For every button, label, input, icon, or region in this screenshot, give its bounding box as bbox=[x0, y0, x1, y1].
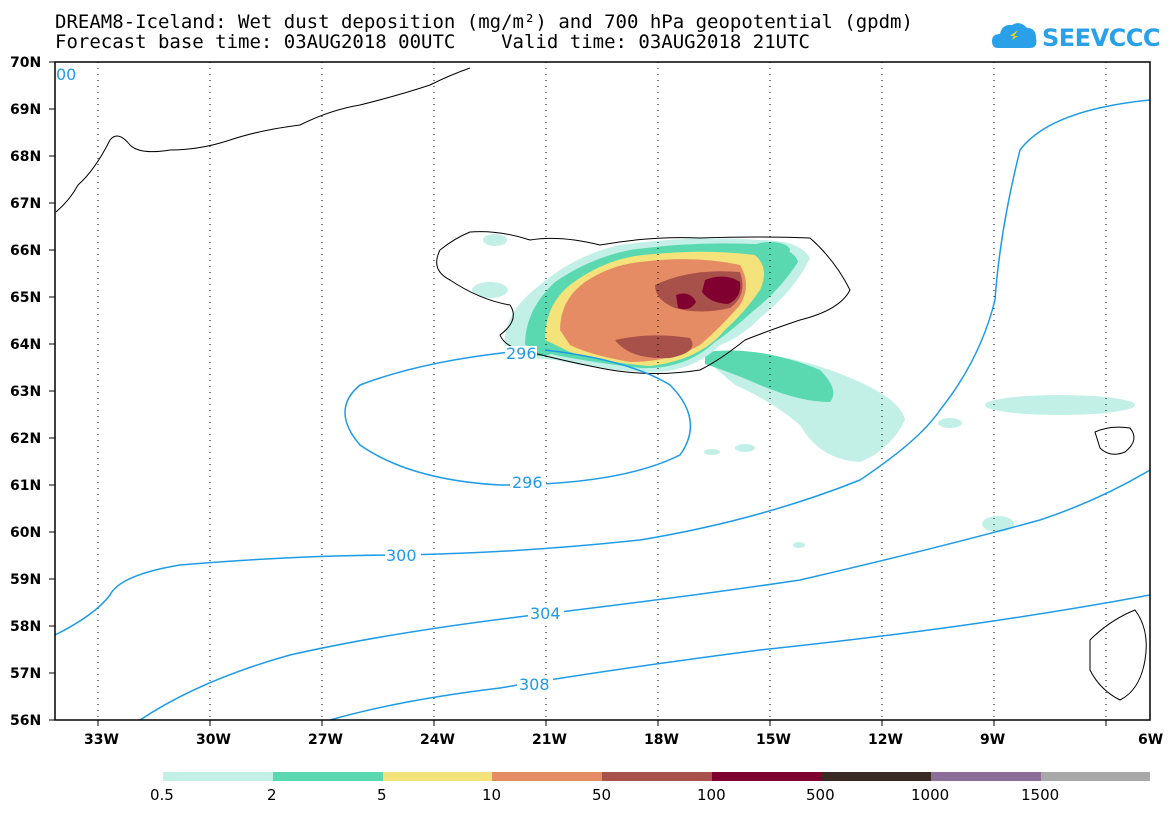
lon-label: 15W bbox=[756, 732, 791, 748]
colorbar-label: 5 bbox=[377, 786, 387, 804]
colorbar-swatch bbox=[383, 772, 492, 781]
logo-text: SEEVCCC bbox=[1042, 24, 1161, 52]
latitude-axis: 70N 69N 68N 67N 66N 65N 64N 63N 62N 61N … bbox=[10, 55, 55, 729]
svg-text:300: 300 bbox=[386, 546, 417, 565]
colorbar: 0.5 2 5 10 50 100 500 1000 1500 bbox=[150, 772, 1150, 804]
lon-label: 24W bbox=[420, 732, 455, 748]
lat-label: 63N bbox=[10, 384, 41, 400]
lon-label: 27W bbox=[308, 732, 343, 748]
lat-label: 69N bbox=[10, 102, 41, 118]
cloud-icon bbox=[992, 23, 1037, 48]
lon-label: 33W bbox=[84, 732, 119, 748]
colorbar-swatch bbox=[163, 772, 273, 781]
colorbar-label: 0.5 bbox=[150, 786, 174, 804]
forecast-times: Forecast base time: 03AUG2018 00UTC Vali… bbox=[55, 31, 810, 53]
lon-label: 30W bbox=[196, 732, 231, 748]
colorbar-label: 100 bbox=[697, 786, 726, 804]
svg-text:00: 00 bbox=[56, 65, 76, 84]
lat-label: 60N bbox=[10, 525, 41, 541]
colorbar-label: 1000 bbox=[911, 786, 949, 804]
colorbar-label: 10 bbox=[482, 786, 501, 804]
lat-label: 66N bbox=[10, 243, 41, 259]
map-title: DREAM8-Iceland: Wet dust deposition (mg/… bbox=[55, 11, 913, 33]
colorbar-label: 500 bbox=[806, 786, 835, 804]
longitude-axis: 33W 30W 27W 24W 21W 18W 15W 12W 9W 6W bbox=[84, 720, 1163, 748]
lat-label: 67N bbox=[10, 196, 41, 212]
contour-labels: 296 296 300 304 308 00 bbox=[56, 65, 564, 694]
lon-label: 18W bbox=[644, 732, 679, 748]
lon-label: 9W bbox=[980, 732, 1005, 748]
svg-text:308: 308 bbox=[519, 675, 550, 694]
lat-label: 70N bbox=[10, 55, 41, 71]
svg-text:304: 304 bbox=[530, 604, 561, 623]
seevccc-logo: SEEVCCC bbox=[990, 18, 1161, 58]
colorbar-swatch bbox=[273, 772, 383, 781]
lat-label: 56N bbox=[10, 713, 41, 729]
dust-deposition-fields bbox=[472, 234, 1135, 548]
lon-label: 12W bbox=[868, 732, 903, 748]
lon-label: 6W bbox=[1138, 732, 1163, 748]
colorbar-swatch bbox=[1041, 772, 1150, 781]
colorbar-label: 50 bbox=[592, 786, 611, 804]
colorbar-swatch bbox=[602, 772, 712, 781]
lat-label: 65N bbox=[10, 290, 41, 306]
lat-label: 61N bbox=[10, 478, 41, 494]
colorbar-label: 2 bbox=[267, 786, 277, 804]
lat-label: 58N bbox=[10, 619, 41, 635]
colorbar-label: 1500 bbox=[1021, 786, 1059, 804]
lon-label: 21W bbox=[532, 732, 567, 748]
colorbar-swatch bbox=[712, 772, 821, 781]
lat-label: 68N bbox=[10, 149, 41, 165]
colorbar-swatch bbox=[492, 772, 602, 781]
svg-text:296: 296 bbox=[506, 344, 537, 363]
lat-label: 59N bbox=[10, 572, 41, 588]
lat-label: 62N bbox=[10, 431, 41, 447]
map-frame bbox=[54, 61, 1151, 721]
lat-label: 64N bbox=[10, 337, 41, 353]
lat-label: 57N bbox=[10, 666, 41, 682]
colorbar-swatch bbox=[821, 772, 931, 781]
coastlines bbox=[55, 67, 1147, 701]
geopotential-contours bbox=[54, 99, 1151, 721]
svg-text:296: 296 bbox=[512, 473, 543, 492]
colorbar-swatch bbox=[931, 772, 1041, 781]
